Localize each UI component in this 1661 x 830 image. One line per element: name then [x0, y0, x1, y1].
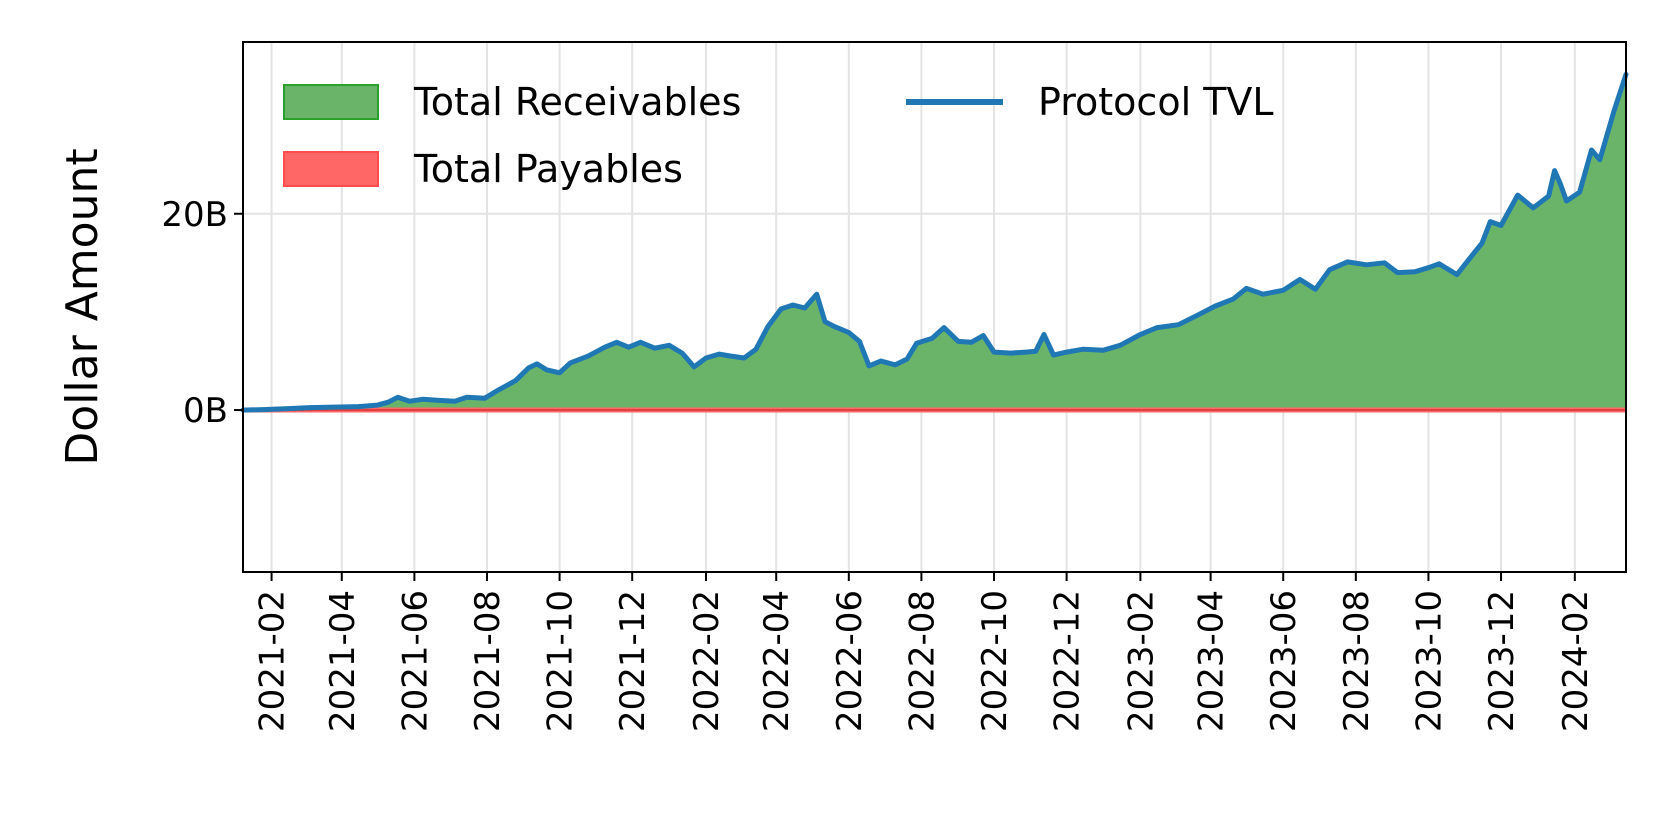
x-tick-label: 2022-10: [975, 590, 1015, 732]
y-axis: 0B 20B: [161, 195, 243, 431]
x-tick-label: 2023-10: [1409, 590, 1449, 732]
x-tick-label: 2021-04: [323, 590, 363, 732]
x-tick-label: 2023-02: [1121, 590, 1161, 732]
legend-swatch-total-payables: [283, 151, 379, 187]
legend-swatch-total-receivables: [283, 84, 379, 120]
area-total-receivables: [243, 74, 1626, 411]
y-tick-label: 0B: [183, 391, 228, 431]
x-tick-label: 2023-04: [1192, 590, 1232, 732]
legend-label-protocol-tvl: Protocol TVL: [1038, 80, 1274, 124]
x-tick-label: 2022-06: [830, 590, 870, 732]
legend-label-total-receivables: Total Receivables: [413, 80, 741, 124]
x-tick-label: 2021-08: [468, 590, 508, 732]
x-tick-label: 2022-12: [1048, 590, 1088, 732]
line-protocol-tvl: [240, 71, 1629, 413]
x-tick-label: 2023-08: [1337, 590, 1377, 732]
plot-frame: [242, 41, 1627, 573]
line-layer: [240, 71, 1629, 413]
x-tick-label: 2021-06: [395, 590, 435, 732]
area-layer: [243, 74, 1626, 413]
x-tick-label: 2021-02: [253, 590, 293, 732]
x-tick-label: 2022-08: [902, 590, 942, 732]
x-tick-label: 2022-02: [687, 590, 727, 732]
x-tick-label: 2021-12: [613, 590, 653, 732]
x-tick-label: 2024-02: [1556, 590, 1596, 732]
y-axis-title: Dollar Amount: [57, 148, 108, 465]
y-tick-label: 20B: [161, 195, 228, 235]
x-tick-label: 2023-12: [1482, 590, 1522, 732]
x-tick-label: 2021-10: [541, 590, 581, 732]
legend: Total Receivables Total Payables Protoco…: [283, 80, 1274, 191]
x-axis: 2021-02 2021-04 2021-06 2021-08 2021-10 2021-…: [253, 572, 1596, 732]
x-tick-label: 2023-06: [1264, 590, 1304, 732]
x-tick-label: 2022-04: [757, 590, 797, 732]
legend-label-total-payables: Total Payables: [413, 147, 683, 191]
